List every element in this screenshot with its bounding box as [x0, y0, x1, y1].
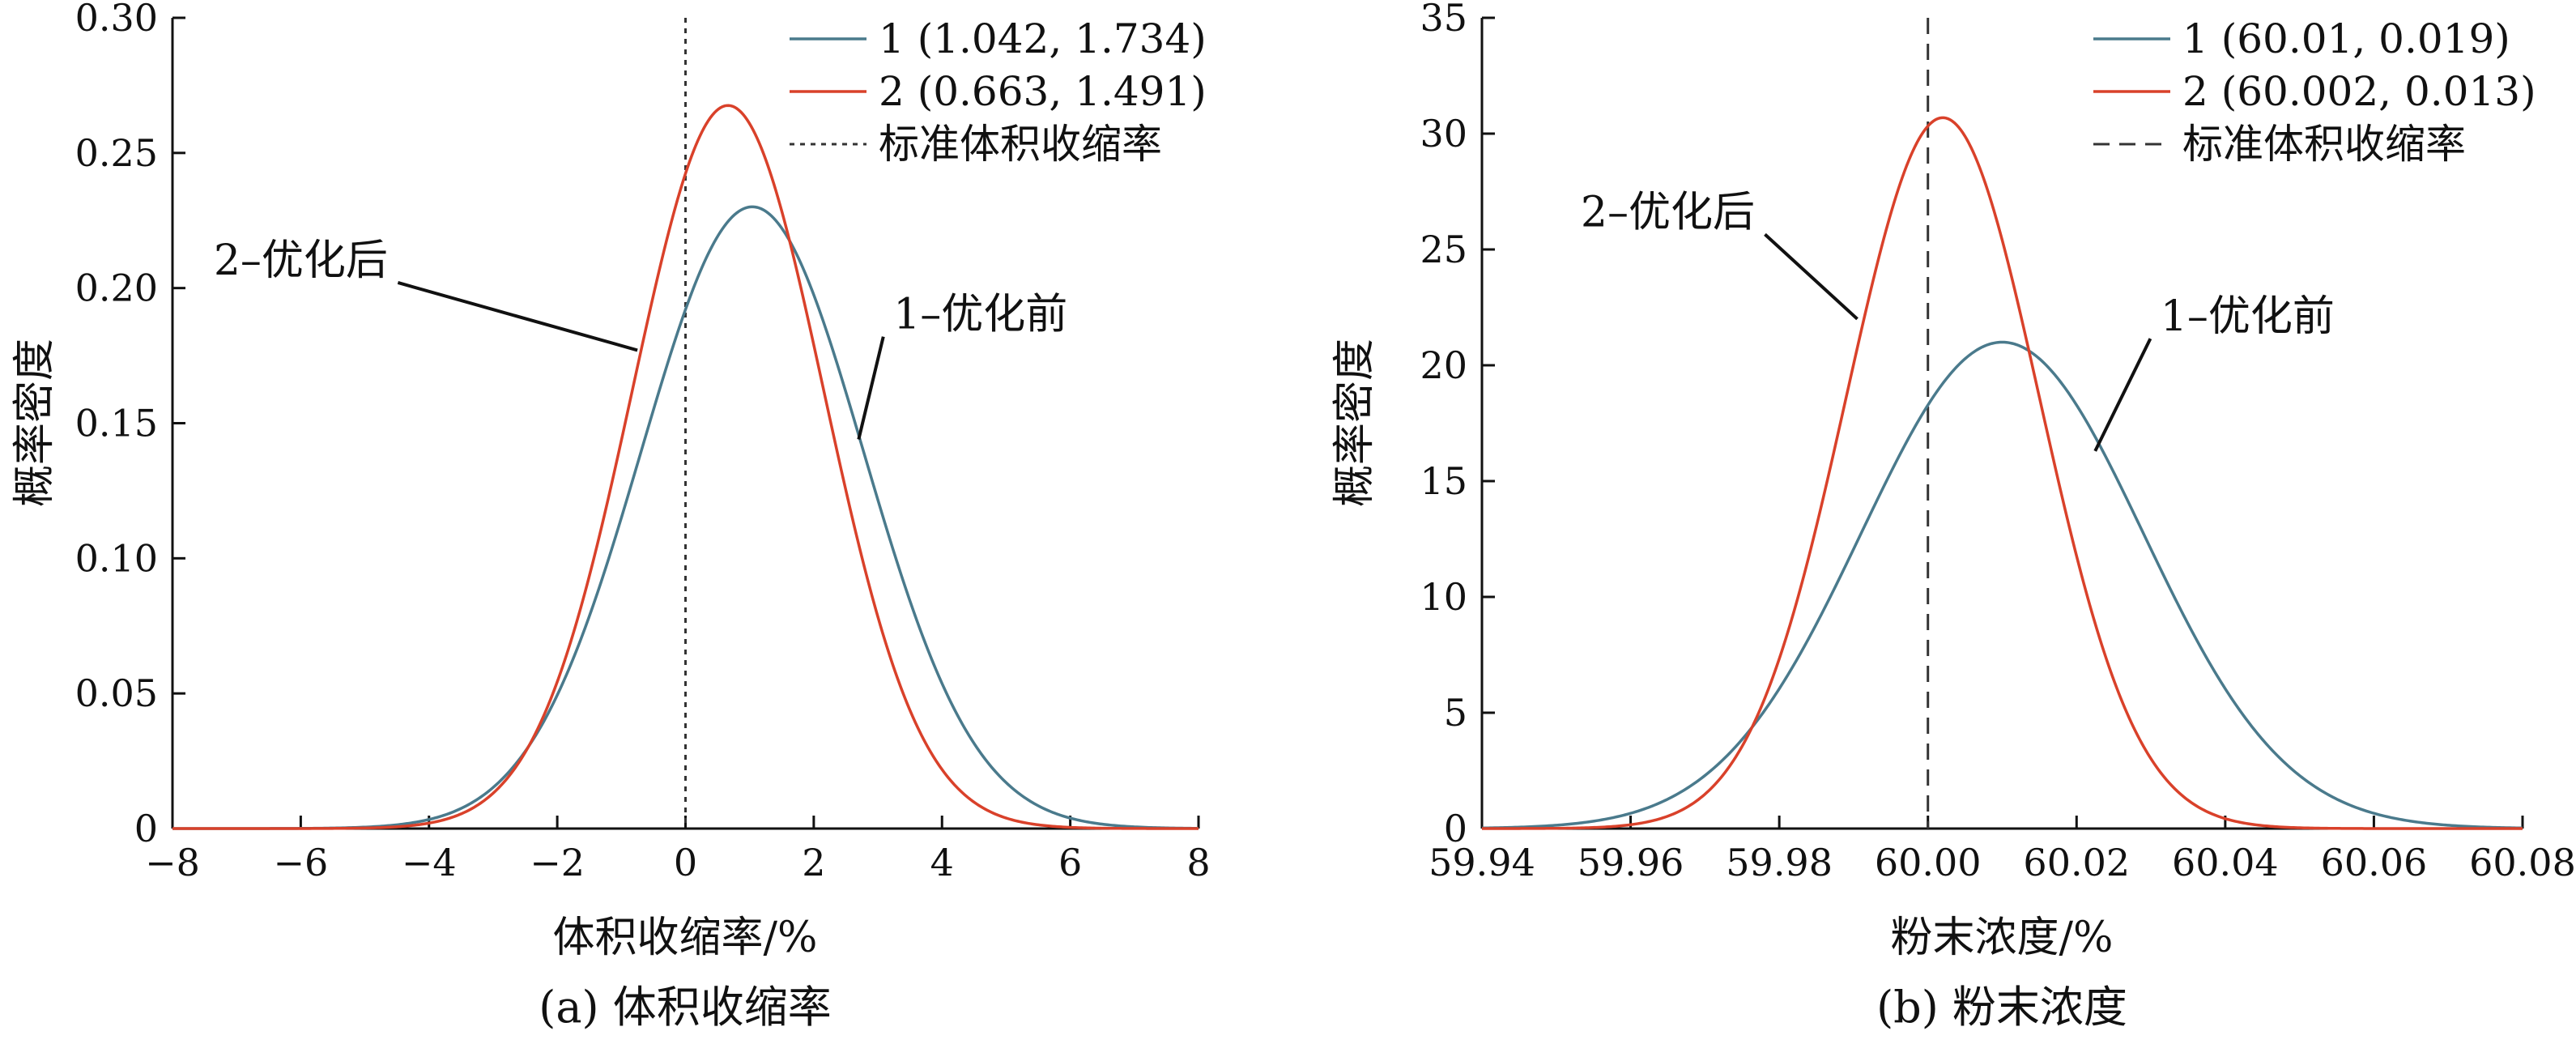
x-axis-title: 粉末浓度/%: [1891, 914, 2114, 962]
annotation-label: 1–优化前: [893, 291, 1067, 339]
x-tick-label: 59.96: [1578, 841, 1684, 884]
annotation-leader: [2093, 338, 2152, 452]
y-tick-label: 35: [1420, 0, 1467, 40]
axis-ticks: 59.94 59.96 59.98 60.00 60.02 60.04 60.06 60.08…: [1420, 0, 2575, 884]
annotations: 2–优化后 1–优化前: [1581, 188, 2335, 452]
legend-label: 1 (1.042, 1.734): [879, 15, 1207, 62]
x-tick-label: 59.94: [1429, 841, 1535, 884]
legend: 1 (1.042, 1.734) 2 (0.663, 1.491) 标准体积收缩率: [790, 15, 1207, 168]
y-tick-label: 0.05: [75, 671, 158, 715]
legend-label: 2 (60.002, 0.013): [2182, 68, 2536, 115]
axis-ticks: −8 −6 −4 −2 0 2 4 6 8 0 0.05 0.10 0.15 0.20 0.25 0.30: [75, 0, 1211, 884]
x-tick-label: 60.04: [2172, 841, 2279, 884]
x-tick-label: 6: [1058, 841, 1082, 884]
x-tick-label: 60.02: [2023, 841, 2130, 884]
x-tick-label: 2: [802, 841, 825, 884]
x-tick-label: 60.08: [2469, 841, 2576, 884]
x-tick-label: 59.98: [1726, 841, 1833, 884]
annotation-leader: [1764, 232, 1859, 321]
y-tick-label: 0.30: [75, 0, 158, 40]
annotation-label: 2–优化后: [1581, 188, 1755, 236]
annotation-label: 2–优化后: [214, 236, 388, 285]
x-tick-label: −2: [530, 841, 585, 884]
y-tick-label: 0: [1444, 807, 1467, 850]
annotations: 2–优化后 1–优化前: [214, 236, 1067, 440]
y-axis-title: 概率密度: [1331, 339, 1379, 507]
annotation-leader: [397, 281, 638, 352]
series-1-curve: [1481, 340, 2523, 830]
panel-caption: (b) 粉末浓度: [1876, 982, 2127, 1033]
legend-label: 2 (0.663, 1.491): [879, 68, 1207, 115]
series-2-curve: [1482, 116, 2523, 830]
y-axis-title: 概率密度: [11, 339, 59, 507]
x-tick-label: 4: [930, 841, 954, 884]
panel-a: −8 −6 −4 −2 0 2 4 6 8 0 0.05 0.10 0.15 0.20 0.25 0.30 2…: [11, 0, 1211, 1033]
x-tick-label: 0: [674, 841, 697, 884]
x-tick-label: 8: [1186, 841, 1210, 884]
legend-label: 标准体积收缩率: [879, 121, 1162, 168]
legend-label: 1 (60.01, 0.019): [2182, 15, 2510, 62]
y-tick-label: 25: [1420, 228, 1467, 271]
density-curves: [1481, 116, 2523, 830]
panel-caption: (a) 体积收缩率: [539, 982, 832, 1033]
y-tick-label: 20: [1420, 343, 1467, 387]
y-tick-label: 5: [1444, 691, 1467, 735]
x-tick-label: −8: [145, 841, 200, 884]
y-tick-label: 0.10: [75, 536, 158, 580]
legend: 1 (60.01, 0.019) 2 (60.002, 0.013) 标准体积收缩率: [2093, 15, 2536, 168]
legend-label: 标准体积收缩率: [2182, 121, 2466, 168]
y-tick-label: 0: [134, 807, 158, 850]
x-axis-title: 体积收缩率/%: [553, 914, 818, 962]
series-2-curve: [172, 104, 1199, 830]
x-tick-label: 60.06: [2321, 841, 2428, 884]
y-tick-label: 15: [1420, 459, 1467, 503]
x-tick-label: 60.00: [1875, 841, 1982, 884]
y-tick-label: 0.25: [75, 131, 158, 175]
panel-b: 59.94 59.96 59.98 60.00 60.02 60.04 60.06 60.08…: [1331, 0, 2576, 1033]
density-curves: [172, 104, 1199, 830]
y-tick-label: 0.20: [75, 266, 158, 310]
y-tick-label: 30: [1420, 112, 1467, 156]
y-tick-label: 10: [1420, 575, 1467, 619]
x-tick-label: −4: [402, 841, 457, 884]
x-tick-label: −6: [273, 841, 328, 884]
y-tick-label: 0.15: [75, 402, 158, 445]
annotation-label: 1–优化前: [2161, 292, 2335, 341]
annotation-leader: [857, 336, 885, 440]
